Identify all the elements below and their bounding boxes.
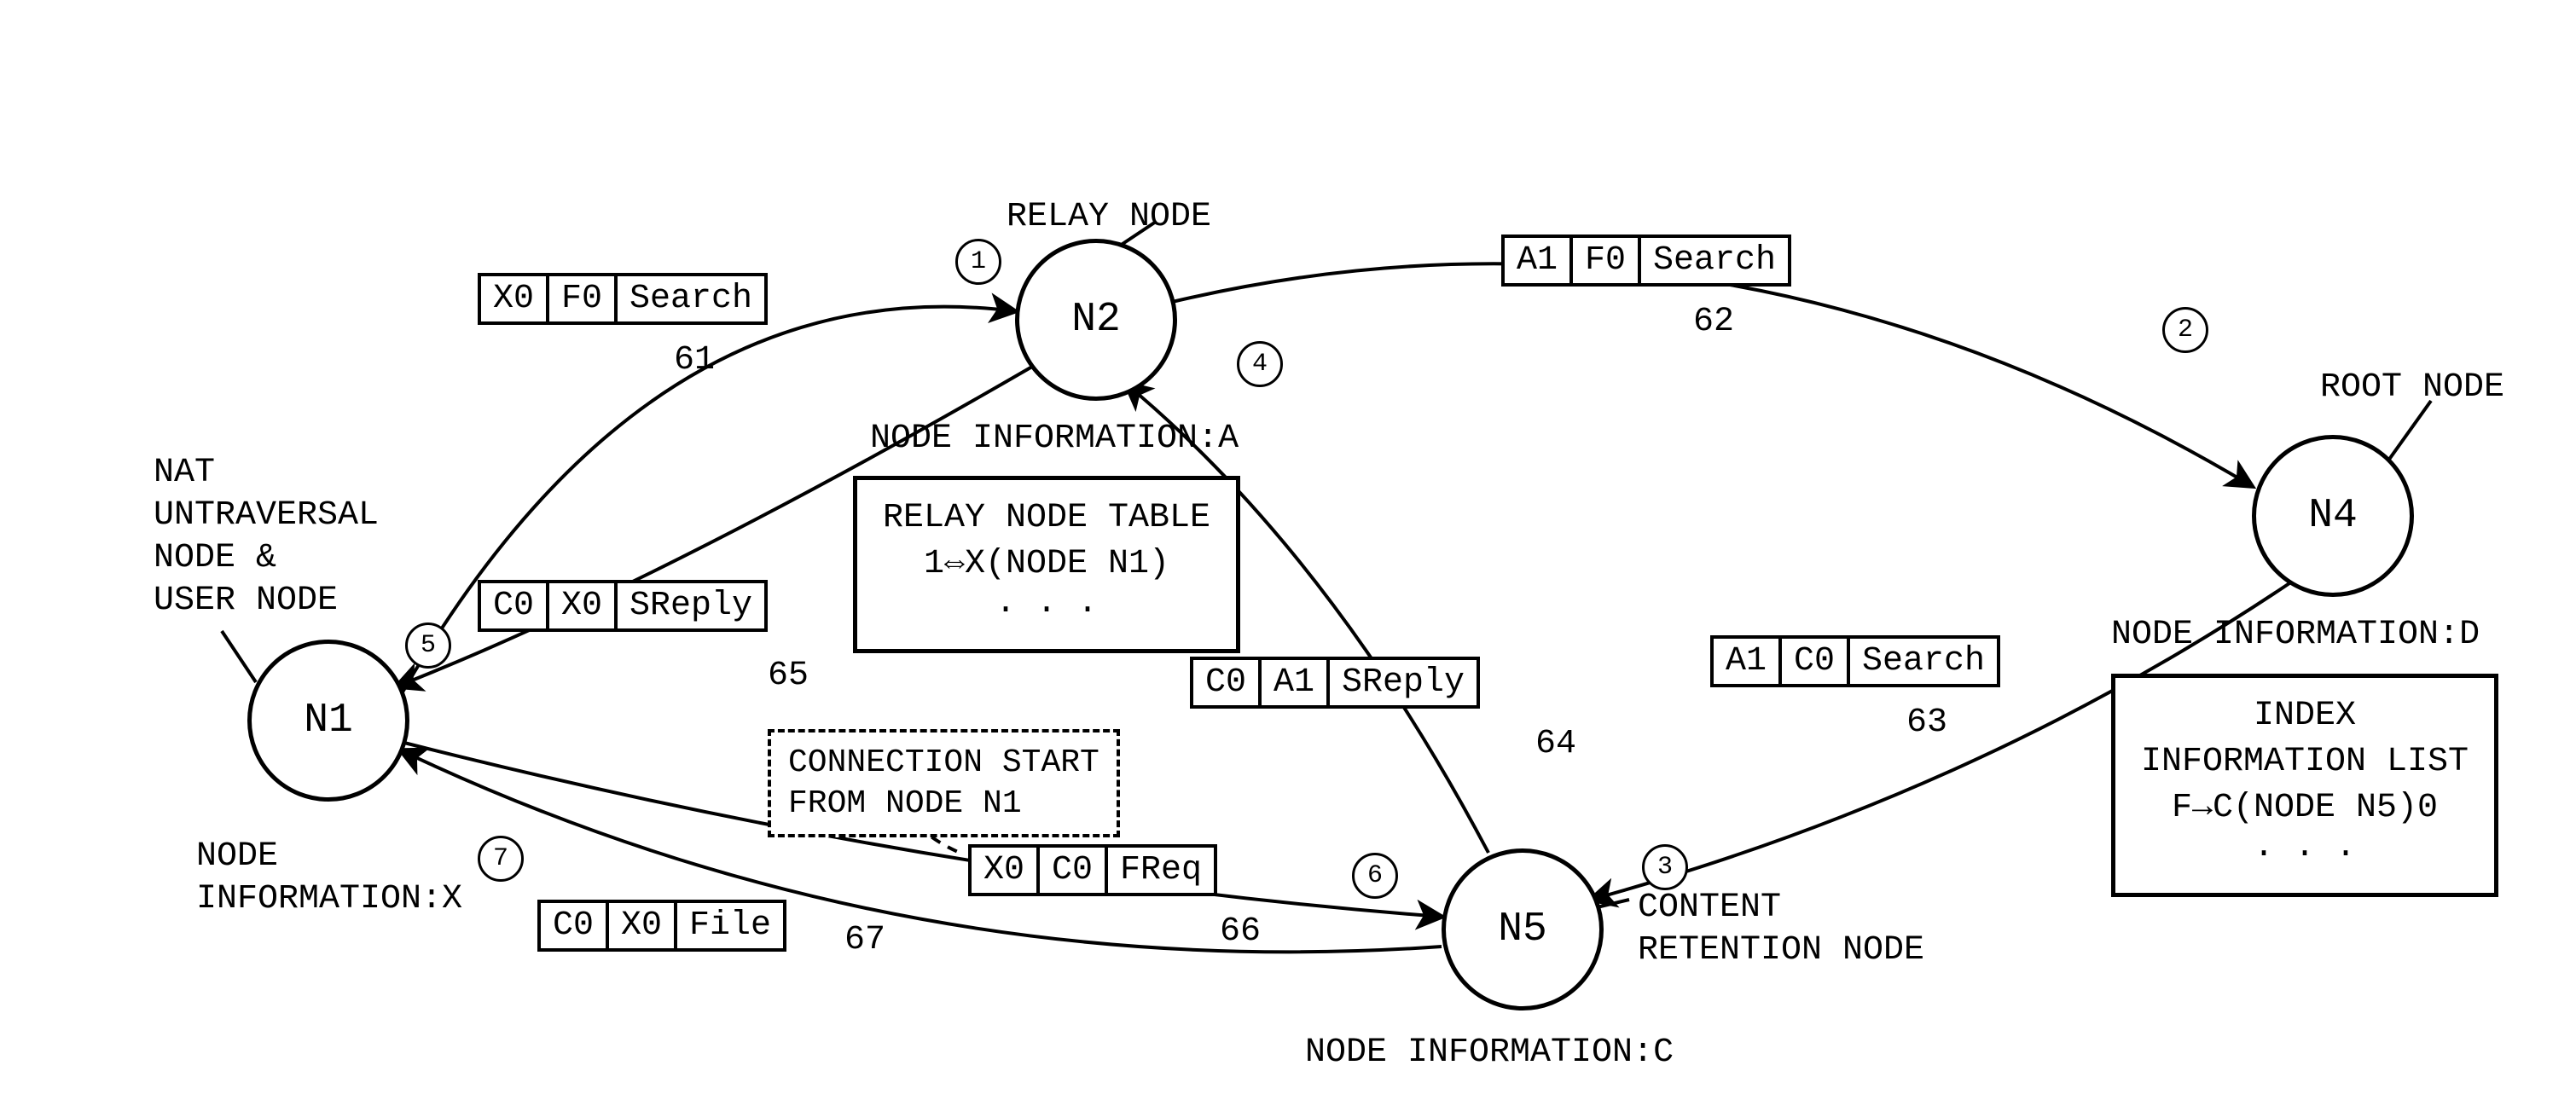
step-2-badge: 2 [2162,307,2208,353]
message-67-id: 67 [844,921,885,959]
step-5-num: 5 [421,631,436,660]
node-n5-label: N5 [1498,906,1547,953]
message-61-id: 61 [674,341,715,379]
message-63-id: 63 [1906,704,1947,742]
step-6-badge: 6 [1352,853,1398,899]
edge-e2 [1169,263,2252,486]
message-67: C0X0File [537,900,786,952]
step-2-num: 2 [2178,316,2193,345]
message-62-id: 62 [1693,303,1734,341]
step-1-badge: 1 [955,239,1001,285]
relay-node-table-box: RELAY NODE TABLE1⇔X(NODE N1)· · · [853,476,1240,653]
step-7-badge: 7 [478,836,524,882]
node-n1-label: N1 [304,698,353,744]
edges-layer [0,0,2576,1106]
message-64-id: 64 [1535,725,1576,763]
node-n5-info: NODE INFORMATION:C [1305,1032,1674,1074]
step-3-badge: 3 [1642,844,1688,890]
node-n4-info: NODE INFORMATION:D [2111,614,2480,657]
node-n4: N4 [2252,435,2414,597]
node-n1: N1 [247,640,409,802]
message-62: A1F0Search [1501,235,1791,287]
step-7-num: 7 [493,844,508,873]
step-6-num: 6 [1367,861,1383,890]
node-n1-title: NAT UNTRAVERSAL NODE & USER NODE [154,452,379,622]
step-3-num: 3 [1657,853,1673,882]
node-n5-title: CONTENT RETENTION NODE [1638,887,1924,972]
edge-tN4 [2388,401,2431,460]
node-n5: N5 [1442,848,1604,1010]
step-5-badge: 5 [405,622,451,669]
message-63: A1C0Search [1710,635,2000,687]
node-n2: N2 [1015,239,1177,401]
step-4-badge: 4 [1237,341,1283,387]
connection-start-note: CONNECTION STARTFROM NODE N1 [768,729,1120,837]
message-61: X0F0Search [478,273,768,325]
message-66: X0C0FReq [968,844,1217,896]
index-information-list-box: INDEXINFORMATION LISTF→C(NODE N5)0· · · [2111,674,2498,897]
message-66-id: 66 [1220,912,1261,951]
node-n1-info: NODE INFORMATION:X [196,836,462,921]
node-n4-title: ROOT NODE [2320,367,2504,409]
message-65: C0X0SReply [478,580,768,632]
message-65-id: 65 [768,657,809,695]
edge-tN1 [222,631,256,682]
node-n2-info: NODE INFORMATION:A [870,418,1239,460]
step-1-num: 1 [971,247,986,276]
message-64: C0A1SReply [1190,657,1480,709]
step-4-num: 4 [1252,350,1268,379]
node-n2-title: RELAY NODE [1007,196,1211,239]
node-n2-label: N2 [1071,297,1121,343]
node-n4-label: N4 [2308,493,2358,539]
